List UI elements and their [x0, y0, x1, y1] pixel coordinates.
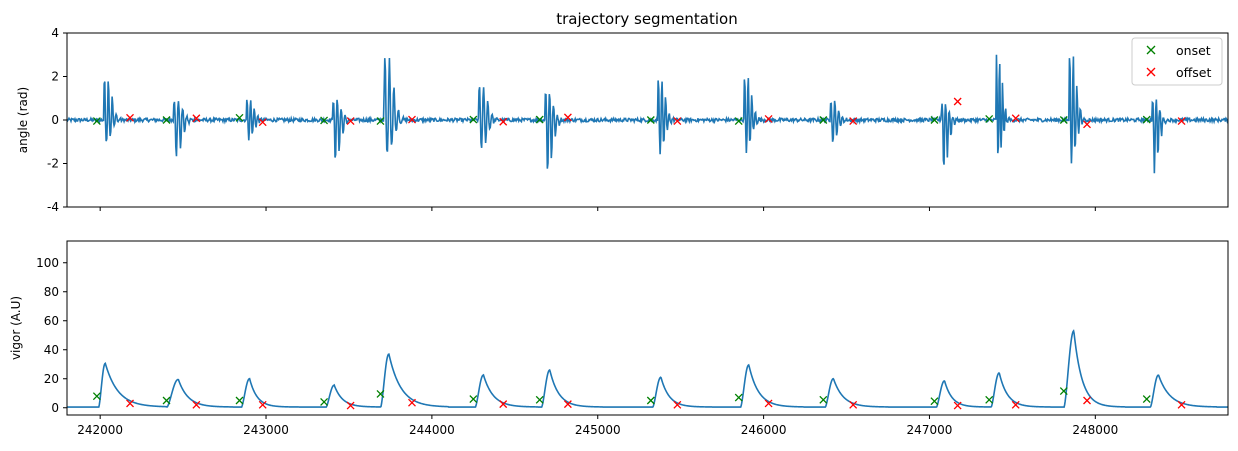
angle-offset-marker [1011, 114, 1020, 123]
angle-panel: -4 -2 0 2 4 angle (rad) onset offset [16, 26, 1229, 214]
angle-offset-marker [563, 113, 572, 122]
vigor-panel: 0 20 40 60 80 100 242000 243000 244000 245000 2460… [9, 240, 1229, 437]
vigor-data-group [67, 329, 1228, 410]
vigor-axes-frame [66, 240, 1229, 416]
angle-onset-marker [1059, 116, 1068, 124]
angle-axis-ticks: -4 -2 0 2 4 [47, 26, 1096, 214]
vigor-axis-ticks: 0 20 40 60 80 100 242000 243000 244000 245000 2460… [36, 256, 1118, 437]
angle-y-tick-label: 2 [51, 70, 59, 84]
angle-series-line [67, 54, 1228, 174]
angle-onset-marker [376, 117, 385, 126]
angle-offset-marker [126, 113, 134, 122]
vigor-offset-marker [346, 401, 355, 410]
angle-offset-marker [953, 97, 962, 106]
legend: onset offset [1131, 37, 1223, 86]
angle-onset-marker [1142, 115, 1151, 124]
vigor-onset-marker [535, 395, 544, 404]
vigor-offset-marker [1011, 400, 1020, 409]
vigor-offset-marker [953, 401, 962, 410]
vigor-x-tick-label: 242000 [77, 423, 123, 437]
legend-offset-label: offset [1176, 65, 1211, 80]
legend-offset-marker [1146, 67, 1156, 77]
vigor-onset-marker [376, 390, 385, 398]
angle-onset-marker [162, 116, 171, 124]
angle-y-tick-label: -2 [47, 157, 59, 171]
legend-onset-label: onset [1176, 43, 1211, 58]
vigor-offset-marker [563, 400, 572, 409]
chart-title: trajectory segmentation [556, 10, 737, 28]
figure-title: trajectory segmentation [556, 10, 737, 28]
vigor-x-tick-label: 248000 [1072, 423, 1118, 437]
angle-offset-marker [408, 115, 416, 124]
vigor-y-tick-label: 0 [51, 401, 59, 415]
angle-offset-marker [1177, 117, 1186, 126]
vigor-offset-marker [1177, 400, 1186, 409]
vigor-plot-area [67, 241, 1228, 415]
vigor-y-tick-label: 80 [44, 285, 59, 299]
vigor-y-axis-label: vigor (A.U) [9, 296, 23, 360]
vigor-y-tick-label: 100 [36, 256, 59, 270]
vigor-onset-marker [734, 393, 743, 402]
vigor-x-tick-label: 247000 [907, 423, 953, 437]
angle-onset-marker [819, 116, 828, 124]
vigor-x-tick-label: 243000 [243, 423, 289, 437]
angle-onset-marker [320, 116, 329, 125]
vigor-onset-marker [930, 397, 939, 406]
vigor-offset-marker [673, 400, 682, 409]
angle-y-tick-label: -4 [47, 200, 59, 214]
vigor-offset-marker [1083, 396, 1091, 405]
angle-offset-marker [258, 118, 267, 127]
vigor-offset-marker [849, 400, 858, 409]
vigor-offset-marker [408, 398, 416, 407]
vigor-onset-marker [985, 395, 994, 404]
vigor-offset-marker [192, 400, 201, 409]
vigor-onset-marker [646, 396, 655, 405]
angle-offset-marker [673, 117, 682, 126]
angle-y-axis-label: angle (rad) [16, 87, 30, 153]
angle-offset-marker [192, 114, 201, 123]
vigor-offset-marker [258, 400, 267, 409]
angle-axes-frame [66, 32, 1229, 208]
angle-data-group [67, 54, 1228, 174]
angle-y-tick-label: 4 [51, 26, 59, 40]
angle-onset-marker [92, 117, 101, 126]
angle-onset-marker [235, 113, 244, 122]
angle-offset-marker [764, 114, 773, 123]
vigor-onset-marker [162, 396, 171, 405]
vigor-onset-marker [1142, 395, 1151, 404]
vigor-onset-marker [320, 397, 329, 406]
vigor-onset-marker [469, 395, 478, 404]
vigor-onset-marker [1059, 387, 1068, 396]
vigor-series-line [67, 329, 1228, 409]
angle-onset-marker [646, 116, 655, 124]
vigor-offset-marker [499, 400, 508, 409]
angle-onset-marker [930, 116, 939, 124]
vigor-onset-marker [92, 392, 101, 401]
vigor-onset-marker [819, 395, 828, 404]
vigor-onset-marker [235, 396, 244, 405]
angle-onset-marker [469, 115, 478, 124]
angle-y-tick-label: 0 [51, 113, 59, 127]
angle-onset-marker [535, 115, 544, 124]
vigor-y-tick-label: 40 [44, 343, 59, 357]
vigor-offset-marker [764, 399, 773, 408]
vigor-y-tick-label: 60 [44, 314, 59, 328]
angle-onset-marker [985, 114, 994, 123]
angle-offset-marker [346, 117, 355, 126]
angle-offset-marker [1083, 120, 1091, 129]
legend-onset-marker [1146, 45, 1156, 55]
vigor-x-tick-label: 244000 [409, 423, 455, 437]
vigor-x-tick-label: 245000 [575, 423, 621, 437]
legend-box [1131, 37, 1223, 86]
angle-onset-marker [734, 117, 743, 126]
vigor-offset-marker [126, 399, 134, 408]
angle-offset-marker [849, 117, 858, 126]
angle-offset-marker [499, 117, 508, 126]
vigor-x-tick-label: 246000 [741, 423, 787, 437]
vigor-y-tick-label: 20 [44, 372, 59, 386]
